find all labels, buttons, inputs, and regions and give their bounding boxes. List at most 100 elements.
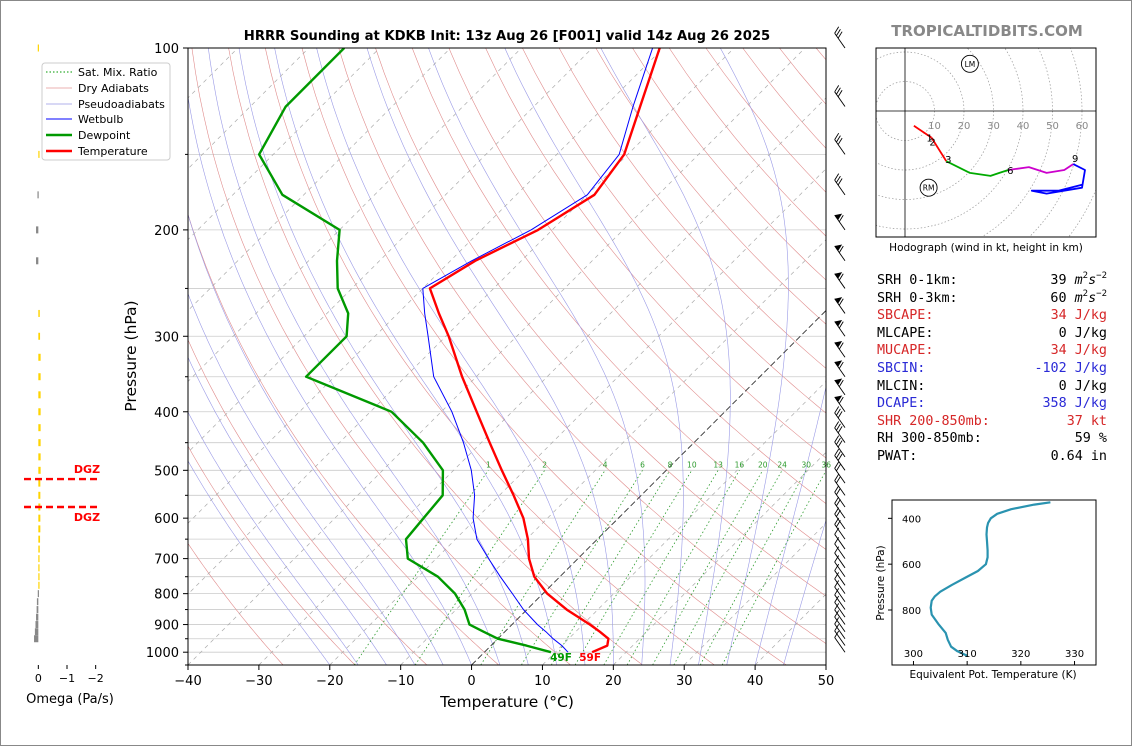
param-label: MLCAPE: [877, 325, 934, 341]
mixing-ratio-label: 36 [821, 460, 831, 469]
hodograph-km-label: 1 [926, 134, 932, 145]
param-label: RH 300-850mb: [877, 431, 982, 447]
param-label: MUCAPE: [877, 343, 934, 359]
mixing-ratio-label: 4 [603, 460, 608, 469]
barb-flag [838, 342, 844, 350]
param-row-sbcin: SBCIN: -102 J/kg [877, 360, 1107, 378]
barb-flag [836, 135, 841, 143]
barb-staff [834, 570, 846, 586]
barb-pennant [834, 360, 843, 367]
hodograph-km-label: 2 [929, 137, 935, 148]
hodograph-ring-label: 40 [1017, 121, 1030, 132]
skewt-background-lines [188, 48, 826, 665]
barb-flag [837, 426, 843, 434]
barb-flag [834, 461, 840, 469]
omega-bar [38, 491, 41, 499]
barb-flag [834, 132, 840, 140]
wind-barb [834, 527, 846, 550]
barb-staff [834, 543, 846, 559]
hodograph-segment [1030, 163, 1086, 195]
dewpoint-trace [257, 48, 552, 654]
barb-flag [836, 451, 841, 459]
pseudoadiabat [428, 48, 646, 665]
param-value: 34 J/kg [1050, 343, 1107, 359]
skewt-plot-frame [187, 47, 827, 666]
wind-barb [834, 173, 846, 196]
legend-temperature: Temperature [77, 145, 148, 158]
omega-bar [38, 555, 40, 563]
pseudoadiabat [783, 519, 826, 665]
param-value: 358 J/kg [1042, 396, 1108, 412]
param-row-mucape: MUCAPE: 34 J/kg [877, 342, 1107, 360]
param-row-mlcape: MLCAPE: 0 J/kg [877, 325, 1107, 343]
hodograph-panel: 10 20 30 40 50 60 123 6 9 LM RM [876, 48, 1096, 237]
dry-adiabat [191, 48, 571, 665]
param-value: 0 J/kg [1058, 325, 1107, 341]
chart-title: HRRR Sounding at KDKB Init: 13z Aug 26 [… [244, 29, 770, 44]
barb-staff [834, 637, 846, 653]
omega-bar [35, 621, 39, 629]
y-tick-label: 900 [154, 619, 179, 634]
wind-barb [834, 26, 846, 49]
storm-motion-marker [960, 54, 979, 73]
mixing-ratio-line [574, 470, 693, 665]
omega-bar [38, 373, 41, 381]
wind-barb [834, 588, 846, 610]
omega-bar [38, 514, 41, 522]
barb-flag [838, 361, 844, 369]
dry-adiabat [188, 542, 284, 665]
mixing-ratio-line [626, 470, 740, 665]
wind-barb [834, 272, 846, 289]
wind-barb [834, 572, 846, 594]
mixing-ratio-label: 16 [735, 460, 745, 469]
hodograph-km-label: 6 [1007, 166, 1013, 177]
barb-staff [834, 578, 846, 594]
barb-flag [834, 563, 840, 571]
theta-e-x-tick-label: 300 [904, 649, 923, 660]
omega-bar [38, 332, 41, 340]
wind-barb [834, 406, 846, 428]
hodograph-km-label: 3 [945, 155, 951, 166]
barb-staff [834, 245, 846, 262]
omega-bar [38, 466, 41, 474]
mixing-ratio-line [521, 470, 643, 665]
y-tick-label: 1000 [146, 646, 179, 661]
skewt-legend: Sat. Mix. Ratio Dry Adiabats Pseudoadiab… [41, 62, 171, 161]
param-label: SRH 0-3km: [877, 290, 958, 306]
barb-flag [836, 509, 841, 517]
hodograph-ring-label: 10 [928, 121, 941, 132]
barb-flag [836, 487, 841, 495]
hodograph-ring-label: 60 [1076, 121, 1089, 132]
theta-e-x-label: Equivalent Pot. Temperature (K) [909, 669, 1076, 681]
barb-staff [834, 609, 846, 625]
param-value: 0.64 in [1050, 448, 1107, 464]
wind-barb [834, 132, 846, 155]
omega-x-tick-label: −2 [88, 672, 104, 685]
barb-flag [834, 421, 840, 429]
barb-staff [834, 623, 846, 639]
theta-e-trace [929, 501, 1051, 657]
mixing-ratio-label: 10 [687, 460, 697, 469]
wind-barb [834, 378, 846, 396]
param-row-srh1: SRH 0-1km: 39 m2s−2 [877, 271, 1107, 290]
dgz-label: DGZ [74, 463, 100, 476]
isotherm [471, 309, 826, 665]
wind-barb [834, 473, 846, 496]
param-label: SBCIN: [877, 360, 926, 376]
wind-barb [834, 617, 846, 639]
param-label: MLCIN: [877, 378, 926, 394]
barb-flag [836, 476, 841, 484]
barb-flag [837, 178, 843, 186]
isotherm [258, 97, 826, 665]
barb-pennant [834, 297, 843, 304]
omega-bar [36, 613, 39, 621]
barb-flag [834, 85, 840, 93]
pseudoadiabat [720, 48, 789, 665]
isotherm [683, 522, 826, 665]
theta-e-x-tick-label: 320 [1011, 649, 1030, 660]
skewt-y-label: Pressure (hPa) [122, 300, 140, 411]
param-label: SBCAPE: [877, 308, 934, 324]
barb-staff [834, 594, 846, 610]
y-tick-label: 600 [154, 512, 179, 527]
storm-motion-marker [919, 178, 938, 197]
